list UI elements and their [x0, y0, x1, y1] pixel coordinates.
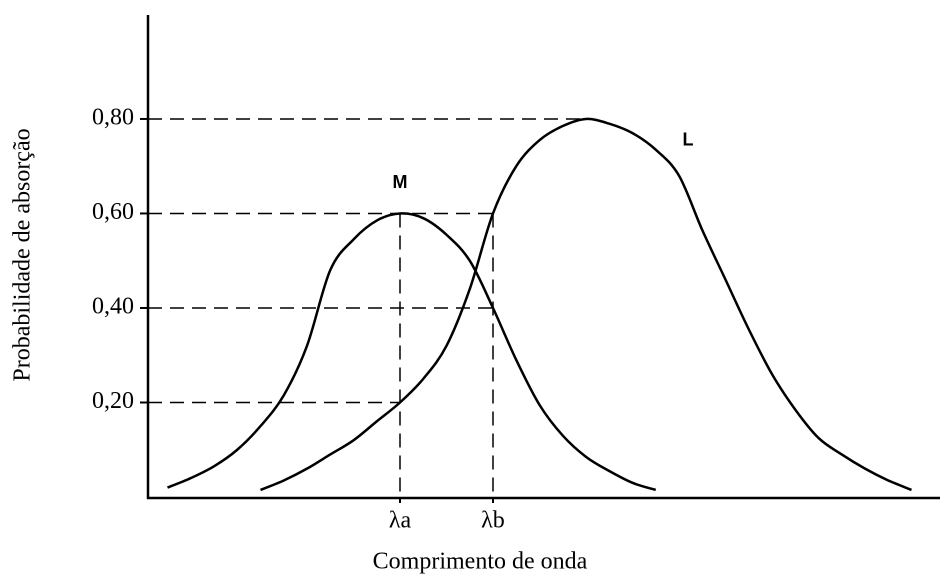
x-tick-label: λa	[389, 508, 412, 534]
line	[260, 117, 912, 492]
y-tick-label: 0,20	[92, 388, 134, 414]
x-tick-label: λb	[481, 508, 505, 534]
x-axis-label: Comprimento de onda	[373, 549, 588, 575]
y-tick-label: 0,60	[92, 199, 134, 225]
y-tick-label: 0,40	[92, 293, 134, 319]
y-tick-label: 0,80	[92, 104, 134, 130]
series-label: M	[393, 172, 408, 192]
series-label: L	[683, 130, 694, 150]
y-axis-label: Probabilidade de absorção	[10, 128, 36, 381]
line	[167, 212, 657, 492]
